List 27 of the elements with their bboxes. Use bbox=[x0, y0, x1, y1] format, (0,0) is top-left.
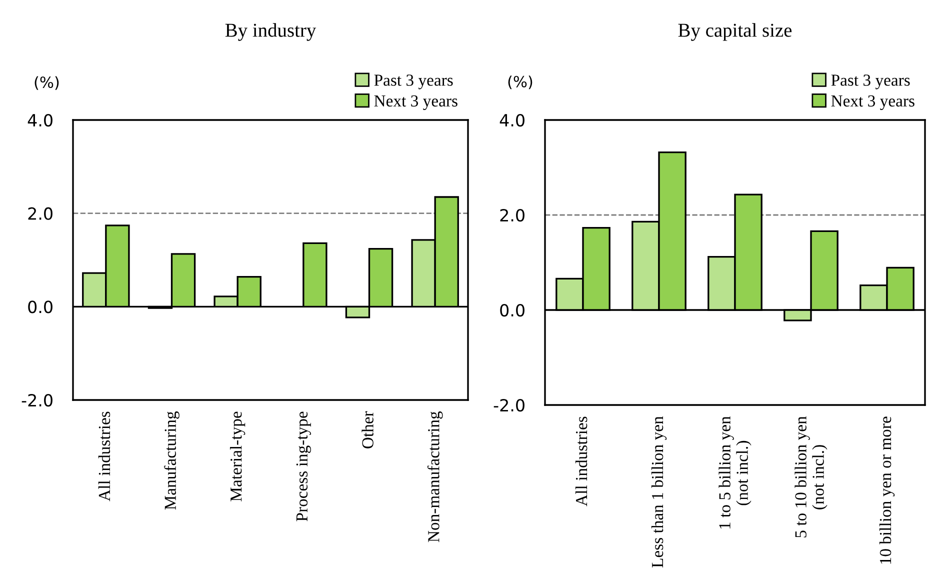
y-axis-title: (%) bbox=[34, 76, 59, 90]
y-tick-label: -2.0 bbox=[494, 398, 524, 412]
y-tick-label: 0.0 bbox=[28, 300, 52, 314]
chart-title: By capital size bbox=[678, 23, 792, 41]
legend-label: Next 3 years bbox=[831, 95, 914, 110]
legend-label: Past 3 years bbox=[374, 74, 453, 90]
legend-label: Next 3 years bbox=[374, 95, 458, 110]
x-tick-label: All industries bbox=[98, 412, 110, 502]
legend-label: Past 3 years bbox=[831, 74, 910, 90]
chart-title: By industry bbox=[225, 23, 316, 41]
x-tick-label: 10 billion yen or more bbox=[879, 416, 895, 564]
x-tick-label: 5 to 10 billion yen (not incl.) bbox=[794, 416, 828, 538]
x-tick-label: Process ing-type bbox=[296, 412, 311, 522]
x-tick-label: All industries bbox=[575, 416, 588, 506]
x-tick-label: Manufacturing bbox=[164, 411, 180, 510]
x-tick-label: Less than 1 billion yen bbox=[651, 416, 667, 568]
y-tick-label: 4.0 bbox=[500, 114, 524, 127]
y-axis-title: (%) bbox=[508, 76, 532, 90]
x-tick-label: 1 to 5 billion yen (not incl.) bbox=[718, 416, 752, 529]
x-tick-label: Material-type bbox=[230, 412, 246, 502]
x-tick-label: Non-manufacturing bbox=[427, 411, 443, 542]
y-tick-label: -2.0 bbox=[22, 394, 52, 407]
y-tick-label: 4.0 bbox=[28, 114, 52, 127]
y-tick-label: 2.0 bbox=[28, 207, 52, 220]
x-tick-label: Other bbox=[362, 411, 374, 448]
y-tick-label: 2.0 bbox=[500, 208, 524, 222]
y-tick-label: 0.0 bbox=[500, 304, 524, 317]
